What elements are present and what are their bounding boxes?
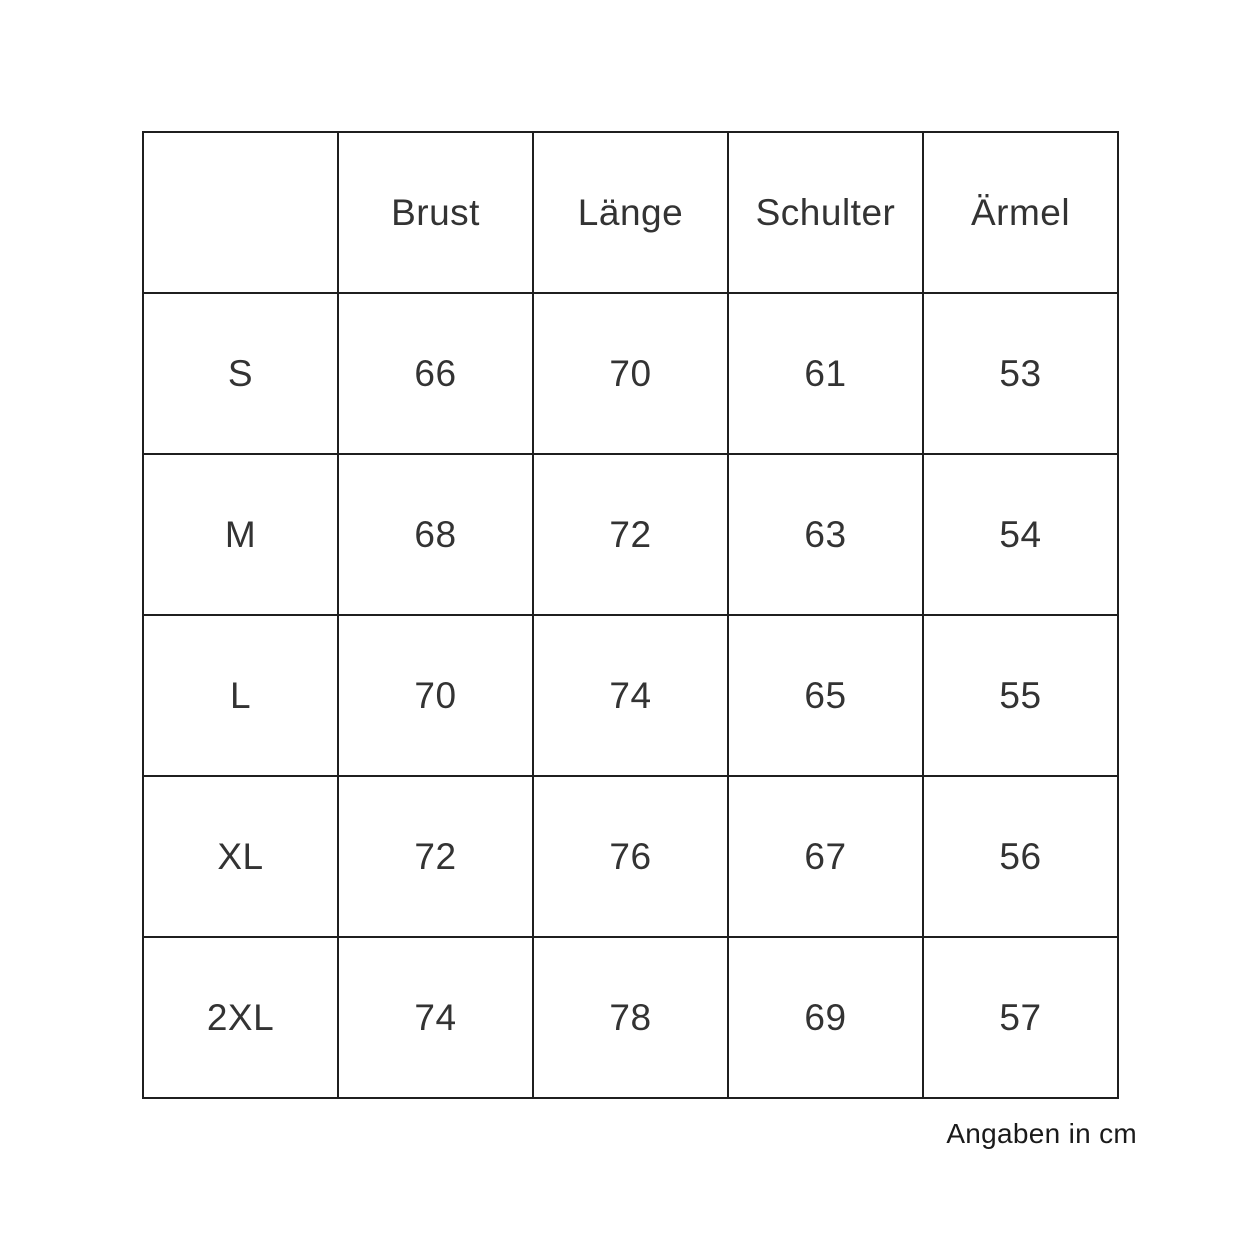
measurement-cell: 69 <box>727 936 924 1099</box>
header-cell-brust: Brust <box>337 131 534 294</box>
measurement-cell: 70 <box>532 292 729 455</box>
size-chart-table: Brust Länge Schulter Ärmel S 66 70 61 53… <box>142 131 1119 1099</box>
measurement-cell: 57 <box>922 936 1119 1099</box>
header-cell-empty <box>142 131 339 294</box>
measurement-cell: 72 <box>532 453 729 616</box>
header-cell-laenge: Länge <box>532 131 729 294</box>
measurement-cell: 70 <box>337 614 534 777</box>
header-row: Brust Länge Schulter Ärmel <box>142 131 1119 294</box>
size-label-cell: L <box>142 614 339 777</box>
size-label-cell: XL <box>142 775 339 938</box>
measurement-cell: 68 <box>337 453 534 616</box>
table-row-2xl: 2XL 74 78 69 57 <box>142 936 1119 1099</box>
measurement-cell: 74 <box>337 936 534 1099</box>
size-label-cell: 2XL <box>142 936 339 1099</box>
measurement-cell: 61 <box>727 292 924 455</box>
measurement-cell: 56 <box>922 775 1119 938</box>
measurement-cell: 72 <box>337 775 534 938</box>
measurement-cell: 74 <box>532 614 729 777</box>
measurement-cell: 54 <box>922 453 1119 616</box>
size-label-cell: S <box>142 292 339 455</box>
table-row-xl: XL 72 76 67 56 <box>142 775 1119 938</box>
header-cell-schulter: Schulter <box>727 131 924 294</box>
measurement-cell: 53 <box>922 292 1119 455</box>
header-cell-aermel: Ärmel <box>922 131 1119 294</box>
units-caption: Angaben in cm <box>946 1118 1137 1149</box>
table-row-m: M 68 72 63 54 <box>142 453 1119 616</box>
table-row-s: S 66 70 61 53 <box>142 292 1119 455</box>
measurement-cell: 55 <box>922 614 1119 777</box>
measurement-cell: 63 <box>727 453 924 616</box>
measurement-cell: 65 <box>727 614 924 777</box>
measurement-cell: 66 <box>337 292 534 455</box>
measurement-cell: 67 <box>727 775 924 938</box>
table-row-l: L 70 74 65 55 <box>142 614 1119 777</box>
size-label-cell: M <box>142 453 339 616</box>
measurement-cell: 78 <box>532 936 729 1099</box>
measurement-cell: 76 <box>532 775 729 938</box>
